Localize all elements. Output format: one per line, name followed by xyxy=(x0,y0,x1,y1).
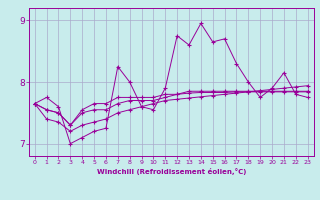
X-axis label: Windchill (Refroidissement éolien,°C): Windchill (Refroidissement éolien,°C) xyxy=(97,168,246,175)
